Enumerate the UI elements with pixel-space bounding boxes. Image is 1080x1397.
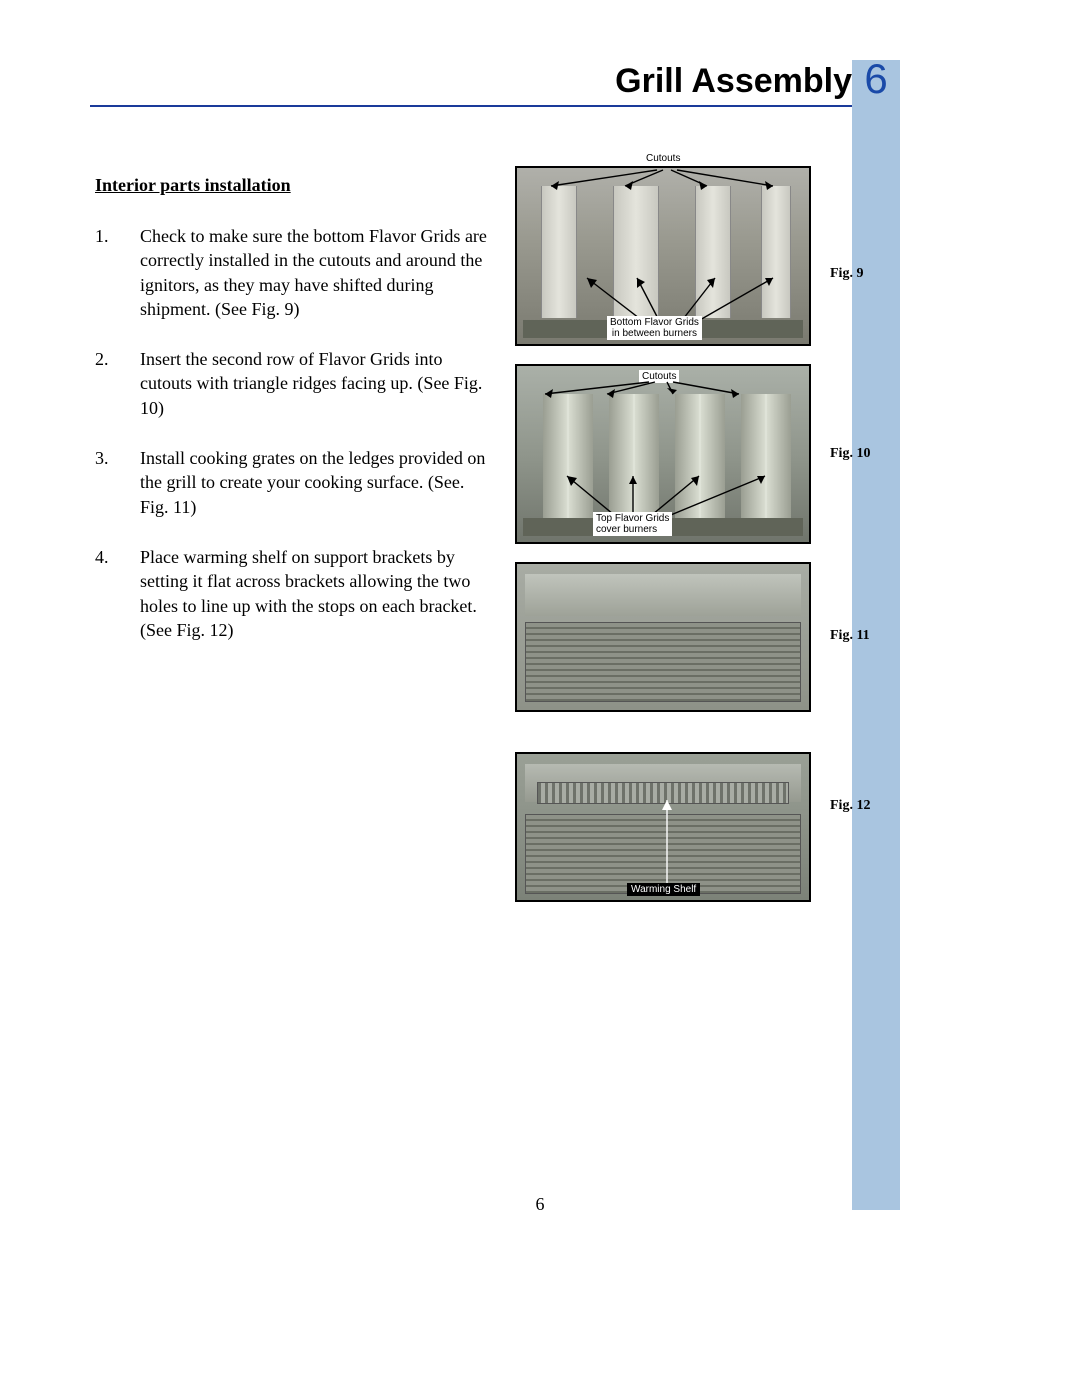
figure-12-wrap: Warming Shelf Fig. 12	[515, 752, 815, 902]
figure-11-image	[515, 562, 811, 712]
section-heading: Interior parts installation	[95, 175, 495, 196]
figure-9-image: Bottom Flavor Grids in between burners	[515, 166, 811, 346]
content-column: Interior parts installation 1. Check to …	[95, 175, 495, 668]
page-title: Grill Assembly	[615, 62, 852, 100]
fig10-callout-bottom: Top Flavor Grids cover burners	[593, 512, 672, 536]
fig11-caption: Fig. 11	[830, 628, 870, 644]
step-4: 4. Place warming shelf on support bracke…	[95, 545, 495, 642]
fig9-caption: Fig. 9	[830, 266, 863, 282]
fig9-bottom-line2: in between burners	[612, 328, 697, 339]
figure-10-image: Cutouts Top Flavor Grids cover burners	[515, 364, 811, 544]
step-1: 1. Check to make sure the bottom Flavor …	[95, 224, 495, 321]
fig9-bottom-line1: Bottom Flavor Grids	[610, 317, 699, 328]
chapter-number: 6	[857, 55, 895, 103]
fig9-callout-cutouts: Cutouts	[643, 152, 683, 165]
step-2: 2. Insert the second row of Flavor Grids…	[95, 347, 495, 420]
figures-column: Cutouts Bottom Flavor Grids in betw	[515, 166, 815, 920]
fig12-caption: Fig. 12	[830, 798, 870, 814]
step-number: 3.	[95, 446, 140, 519]
step-number: 1.	[95, 224, 140, 321]
step-text: Place warming shelf on support brackets …	[140, 545, 495, 642]
step-3: 3. Install cooking grates on the ledges …	[95, 446, 495, 519]
fig9-callout-bottom: Bottom Flavor Grids in between burners	[607, 316, 702, 340]
fig12-callout: Warming Shelf	[627, 883, 700, 896]
step-text: Check to make sure the bottom Flavor Gri…	[140, 224, 495, 321]
fig10-bottom-line2: cover burners	[596, 524, 657, 535]
figure-9-wrap: Cutouts Bottom Flavor Grids in betw	[515, 166, 815, 346]
figure-12-image: Warming Shelf	[515, 752, 811, 902]
figure-11-wrap: Fig. 11	[515, 562, 815, 712]
step-number: 4.	[95, 545, 140, 642]
step-number: 2.	[95, 347, 140, 420]
figure-10-wrap: Cutouts Top Flavor Grids cover burners F…	[515, 364, 815, 544]
page-header: Grill Assembly	[90, 62, 852, 107]
fig10-bottom-line1: Top Flavor Grids	[596, 513, 669, 524]
fig10-caption: Fig. 10	[830, 446, 870, 462]
page-number: 6	[0, 1194, 1080, 1215]
arrow-icon	[517, 754, 811, 902]
step-text: Install cooking grates on the ledges pro…	[140, 446, 495, 519]
step-text: Insert the second row of Flavor Grids in…	[140, 347, 495, 420]
